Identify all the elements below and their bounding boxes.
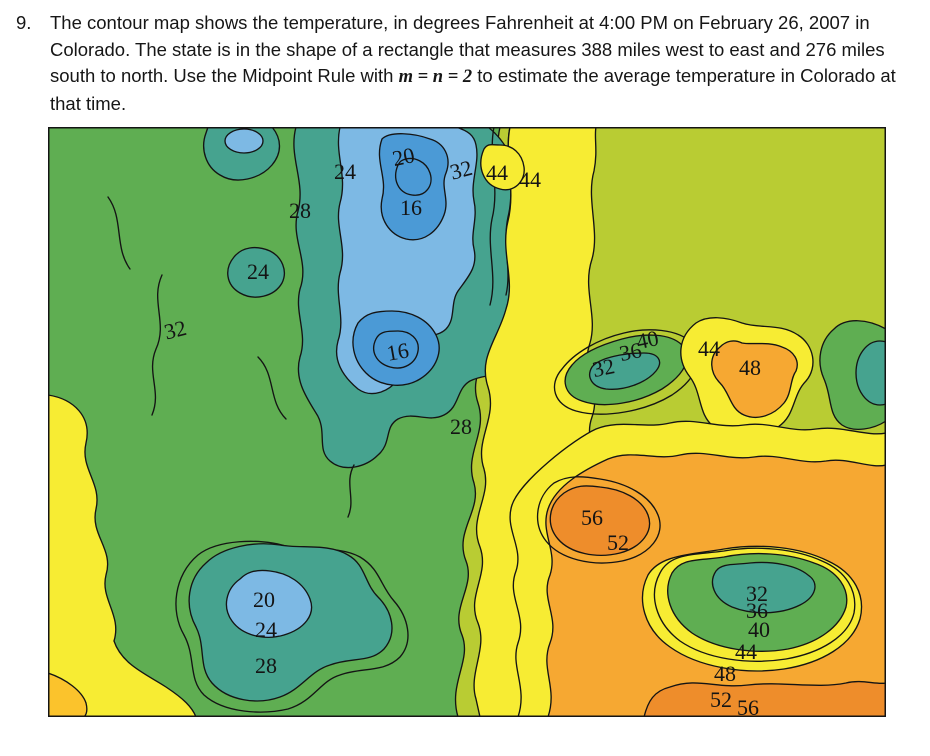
- region-deeporange-bottom: [644, 681, 886, 717]
- contour-label-24: 24: [334, 159, 356, 184]
- contour-label-52: 52: [710, 687, 732, 712]
- problem-number: 9.: [16, 12, 32, 33]
- problem-text-before-math: The contour map shows the temperature, i…: [50, 12, 885, 86]
- contour-label-44: 44: [519, 167, 541, 192]
- contour-line-green-texture-3: [347, 464, 355, 518]
- contour-label-44: 44: [735, 639, 757, 664]
- contour-label-36: 36: [617, 337, 644, 366]
- contour-label-44: 44: [486, 160, 508, 185]
- region-teal-se-oval: [711, 561, 816, 614]
- contour-label-28: 28: [289, 198, 311, 223]
- problem-statement: 9. The contour map shows the temperature…: [16, 10, 914, 117]
- contour-label-32: 32: [590, 353, 617, 382]
- contour-line-32-west: [151, 274, 163, 416]
- contour-line-green-texture-1: [107, 196, 131, 270]
- contour-label-16: 16: [400, 195, 422, 220]
- problem-math-expression: m = n = 2: [398, 67, 473, 87]
- contour-line-orange-southeast: [545, 452, 886, 717]
- problem-text-after-math: to estimate the average temperature in C…: [50, 65, 896, 114]
- region-teal-right-edge: [855, 340, 886, 406]
- region-yellow-left: [48, 395, 196, 717]
- region-yellow-44-ring-top: [480, 144, 525, 191]
- contour-label-48: 48: [739, 355, 761, 380]
- contour-line-green-texture-2: [257, 356, 287, 420]
- contour-line-deepblue-center-inner: [373, 330, 419, 369]
- contour-label-40: 40: [748, 617, 770, 642]
- region-deepblue-north: [378, 133, 449, 241]
- region-lightblue-topleft: [224, 128, 264, 154]
- contour-line-yellow-left: [48, 394, 197, 717]
- region-teal-24-ring: [227, 246, 286, 298]
- contour-label-24: 24: [255, 617, 277, 642]
- contour-line-se-oval-44: [653, 547, 856, 662]
- contour-line-52-ring: [536, 476, 661, 564]
- contour-line-56-bottom: [643, 680, 886, 717]
- region-orange-corner: [48, 673, 87, 717]
- contour-line-yellow-southeast: [509, 420, 886, 717]
- contour-label-32: 32: [746, 581, 768, 606]
- contour-line-band-left: [473, 127, 512, 717]
- map-border: [48, 127, 886, 717]
- region-deeporange-56: [549, 485, 651, 556]
- contour-label-24: 24: [247, 259, 269, 284]
- contour-label-28: 28: [450, 414, 472, 439]
- contour-label-48: 48: [714, 661, 736, 686]
- contour-label-40: 40: [634, 325, 661, 354]
- problem-text: The contour map shows the temperature, i…: [50, 10, 912, 117]
- region-deepblue-center: [352, 310, 440, 386]
- contour-label-16: 16: [385, 337, 411, 365]
- contour-label-20: 20: [390, 142, 417, 171]
- contour-label-56: 56: [737, 695, 759, 717]
- contour-line-orange-corner: [48, 672, 88, 717]
- contour-label-20: 20: [253, 587, 275, 612]
- contour-line-deepblue-north-inner: [395, 157, 432, 196]
- contour-label-44: 44: [698, 336, 720, 361]
- contour-label-52: 52: [607, 530, 629, 555]
- contour-label-28: 28: [255, 653, 277, 678]
- region-lightblue-south-pocket: [225, 569, 313, 638]
- region-teal-oval-east: [589, 352, 661, 390]
- contour-label-56: 56: [581, 505, 603, 530]
- region-orange-east-blob: [711, 340, 798, 419]
- contour-map-figure: 24 20 32 44 44 28 16 24 32 16 40 36 32 44 48 28 56 52 20 24…: [48, 127, 886, 717]
- contour-label-36: 36: [746, 598, 768, 623]
